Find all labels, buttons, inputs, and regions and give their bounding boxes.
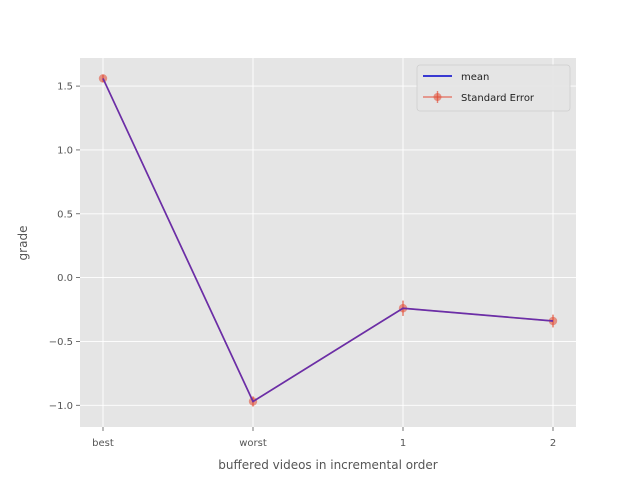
y-tick-label: 0.0 <box>57 273 73 284</box>
y-ticks: 1.5 1.0 0.5 0.0 −0.5 −1.0 <box>49 82 80 412</box>
plot-background <box>80 58 576 427</box>
y-tick-label: 1.5 <box>57 82 73 93</box>
y-axis-label: grade <box>16 226 30 261</box>
series <box>98 74 558 407</box>
mean-line <box>102 78 554 403</box>
x-tick-label: 2 <box>550 438 556 449</box>
se-point <box>98 74 108 83</box>
x-axis-label: buffered videos in incremental order <box>218 458 437 472</box>
y-tick-label: −0.5 <box>49 337 73 348</box>
y-tick-label: 0.5 <box>57 209 73 220</box>
grid <box>80 58 576 427</box>
legend: mean Standard Error <box>416 64 571 112</box>
legend-se-marker <box>433 93 442 101</box>
x-ticks: best worst 1 2 <box>92 427 556 449</box>
x-tick-label: worst <box>239 438 267 449</box>
x-tick-label: 1 <box>400 438 406 449</box>
y-tick-label: −1.0 <box>49 401 73 412</box>
legend-mean-label: mean <box>461 72 489 83</box>
x-tick-label: best <box>92 438 114 449</box>
legend-box <box>416 64 571 112</box>
y-tick-label: 1.0 <box>57 145 73 156</box>
legend-se-label: Standard Error <box>461 93 535 104</box>
